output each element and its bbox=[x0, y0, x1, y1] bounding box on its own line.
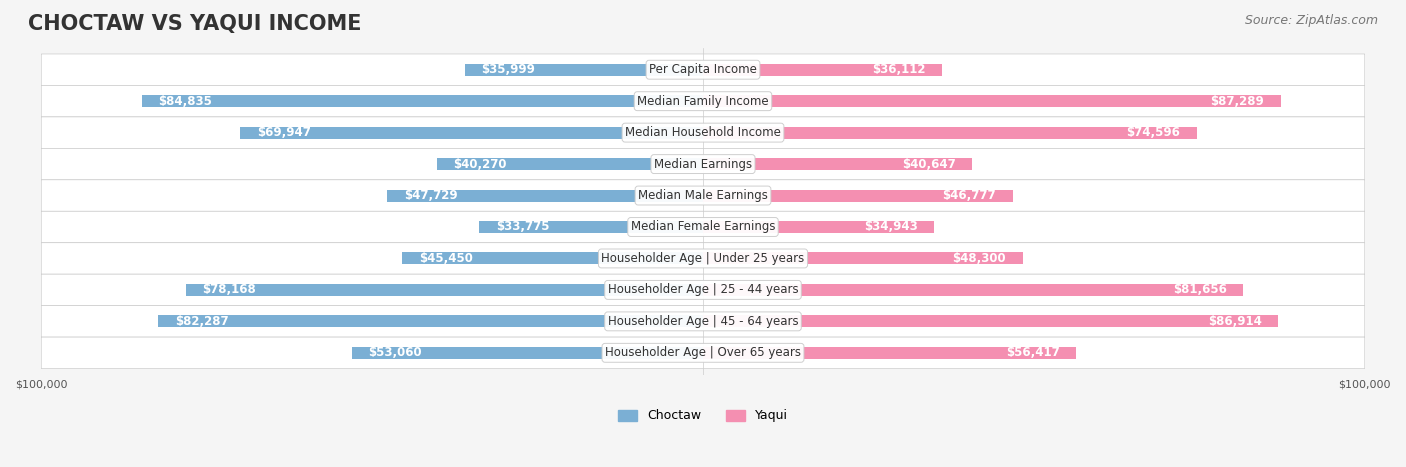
Text: Householder Age | 45 - 64 years: Householder Age | 45 - 64 years bbox=[607, 315, 799, 328]
Text: Per Capita Income: Per Capita Income bbox=[650, 63, 756, 76]
FancyBboxPatch shape bbox=[41, 211, 1365, 243]
Text: $82,287: $82,287 bbox=[174, 315, 229, 328]
FancyBboxPatch shape bbox=[41, 337, 1365, 368]
FancyBboxPatch shape bbox=[41, 149, 1365, 180]
Text: $40,270: $40,270 bbox=[453, 157, 506, 170]
Text: $34,943: $34,943 bbox=[863, 220, 918, 234]
Bar bbox=[186, 284, 703, 296]
Text: CHOCTAW VS YAQUI INCOME: CHOCTAW VS YAQUI INCOME bbox=[28, 14, 361, 34]
FancyBboxPatch shape bbox=[41, 274, 1365, 305]
Bar bbox=[352, 347, 703, 359]
Text: $47,729: $47,729 bbox=[404, 189, 457, 202]
Text: Householder Age | 25 - 44 years: Householder Age | 25 - 44 years bbox=[607, 283, 799, 297]
Text: $46,777: $46,777 bbox=[942, 189, 995, 202]
Text: $84,835: $84,835 bbox=[157, 95, 212, 108]
Legend: Choctaw, Yaqui: Choctaw, Yaqui bbox=[613, 404, 793, 427]
Bar bbox=[436, 158, 703, 170]
Text: $87,289: $87,289 bbox=[1211, 95, 1264, 108]
Text: $53,060: $53,060 bbox=[368, 347, 422, 359]
Text: Householder Age | Over 65 years: Householder Age | Over 65 years bbox=[605, 347, 801, 359]
Text: Median Male Earnings: Median Male Earnings bbox=[638, 189, 768, 202]
Bar bbox=[159, 315, 703, 327]
Bar bbox=[703, 127, 1197, 139]
Text: $45,450: $45,450 bbox=[419, 252, 472, 265]
Text: Median Female Earnings: Median Female Earnings bbox=[631, 220, 775, 234]
Text: $69,947: $69,947 bbox=[257, 126, 311, 139]
Bar bbox=[703, 158, 972, 170]
Bar bbox=[703, 190, 1012, 202]
Bar bbox=[387, 190, 703, 202]
Bar bbox=[703, 64, 942, 76]
Text: $36,112: $36,112 bbox=[872, 63, 925, 76]
Bar bbox=[703, 347, 1077, 359]
Text: Householder Age | Under 25 years: Householder Age | Under 25 years bbox=[602, 252, 804, 265]
Bar bbox=[402, 253, 703, 264]
FancyBboxPatch shape bbox=[41, 180, 1365, 211]
Bar bbox=[703, 253, 1022, 264]
Text: $33,775: $33,775 bbox=[496, 220, 550, 234]
Text: Median Family Income: Median Family Income bbox=[637, 95, 769, 108]
FancyBboxPatch shape bbox=[41, 117, 1365, 149]
FancyBboxPatch shape bbox=[41, 305, 1365, 337]
Bar bbox=[703, 315, 1278, 327]
Text: $81,656: $81,656 bbox=[1173, 283, 1227, 297]
Text: Median Household Income: Median Household Income bbox=[626, 126, 780, 139]
Text: $40,647: $40,647 bbox=[901, 157, 956, 170]
Text: $56,417: $56,417 bbox=[1007, 347, 1060, 359]
FancyBboxPatch shape bbox=[41, 54, 1365, 85]
Text: Median Earnings: Median Earnings bbox=[654, 157, 752, 170]
FancyBboxPatch shape bbox=[41, 243, 1365, 274]
Text: $74,596: $74,596 bbox=[1126, 126, 1180, 139]
Text: $35,999: $35,999 bbox=[481, 63, 536, 76]
Text: Source: ZipAtlas.com: Source: ZipAtlas.com bbox=[1244, 14, 1378, 27]
Bar bbox=[465, 64, 703, 76]
Bar bbox=[240, 127, 703, 139]
FancyBboxPatch shape bbox=[41, 85, 1365, 117]
Bar bbox=[142, 95, 703, 107]
Bar bbox=[703, 221, 934, 233]
Bar bbox=[703, 284, 1243, 296]
Text: $78,168: $78,168 bbox=[202, 283, 256, 297]
Text: $86,914: $86,914 bbox=[1208, 315, 1261, 328]
Bar bbox=[703, 95, 1281, 107]
Text: $48,300: $48,300 bbox=[952, 252, 1007, 265]
Bar bbox=[479, 221, 703, 233]
